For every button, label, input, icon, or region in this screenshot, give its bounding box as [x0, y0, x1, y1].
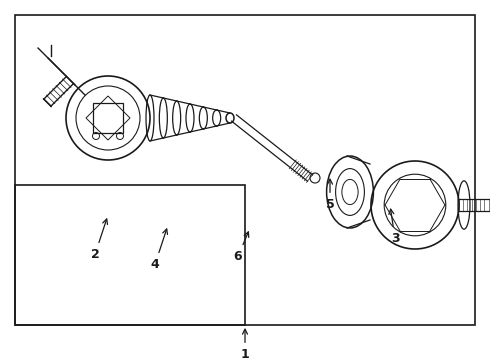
Text: 2: 2	[91, 219, 107, 261]
Text: 6: 6	[234, 232, 249, 263]
Text: 3: 3	[389, 209, 399, 245]
Text: 1: 1	[241, 329, 249, 360]
Text: 4: 4	[150, 229, 168, 271]
Text: 5: 5	[326, 179, 334, 211]
